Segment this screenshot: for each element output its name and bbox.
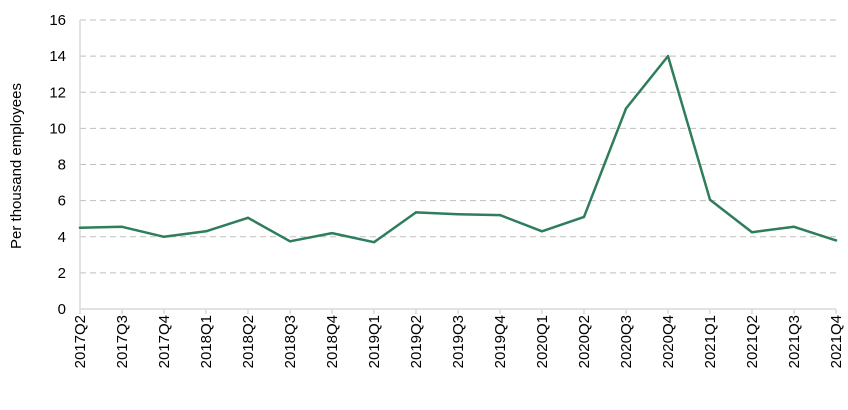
x-tick-label: 2017Q3 [114,315,131,368]
data-point [120,225,124,229]
x-tick-label: 2018Q3 [282,315,299,368]
y-tick-label: 10 [49,120,66,137]
data-point [498,213,502,217]
x-tick-label: 2019Q1 [366,315,383,368]
x-tick-label: 2018Q2 [240,315,257,368]
x-tick-label: 2020Q1 [534,315,551,368]
grid-lines [80,19,836,274]
x-tick-label: 2020Q3 [618,315,635,368]
data-point [372,240,376,244]
series-layer [78,54,838,244]
x-tick-label: 2018Q4 [324,315,341,368]
data-point [708,198,712,201]
x-tick-label: 2019Q2 [408,315,425,368]
y-tick-label: 14 [49,48,66,65]
data-point [624,107,628,110]
data-point [288,240,292,243]
x-tick-label: 2018Q1 [198,315,215,368]
data-point [834,239,838,242]
data-point [78,226,82,229]
y-tick-label: 16 [49,12,66,29]
axes [79,20,837,314]
data-point [750,231,754,234]
x-tick-label: 2021Q1 [702,315,719,368]
data-point [540,230,544,233]
data-point [792,225,796,229]
data-point [330,231,334,235]
x-tick-label: 2021Q3 [786,315,803,368]
data-point [666,54,670,58]
x-tick-label: 2017Q2 [72,315,89,368]
x-tick-label: 2019Q4 [492,315,509,368]
data-point [582,215,586,219]
data-point [414,211,418,214]
data-point [246,216,250,219]
data-point [456,212,460,216]
x-tick-labels: 2017Q2 2017Q3 2017Q4 2018Q1 2018Q2 2018Q3 2018… [72,315,845,368]
y-tick-label: 2 [58,265,66,282]
data-point [162,235,166,238]
x-tick-label: 2020Q2 [576,315,593,368]
y-tick-label: 6 [58,193,66,210]
y-tick-label: 0 [58,301,66,318]
data-point [204,230,208,233]
y-tick-labels: 0 2 4 6 8 10 12 14 16 [49,12,66,318]
y-tick-label: 4 [58,229,66,246]
x-tick-label: 2021Q4 [828,315,845,368]
y-tick-label: 12 [49,84,66,101]
y-axis-title: Per thousand employees [8,83,25,249]
x-tick-label: 2019Q3 [450,315,467,368]
x-tick-label: 2020Q4 [660,315,677,368]
y-tick-label: 8 [58,157,66,174]
x-tick-label: 2017Q4 [156,315,173,368]
x-tick-label: 2021Q2 [744,315,761,368]
